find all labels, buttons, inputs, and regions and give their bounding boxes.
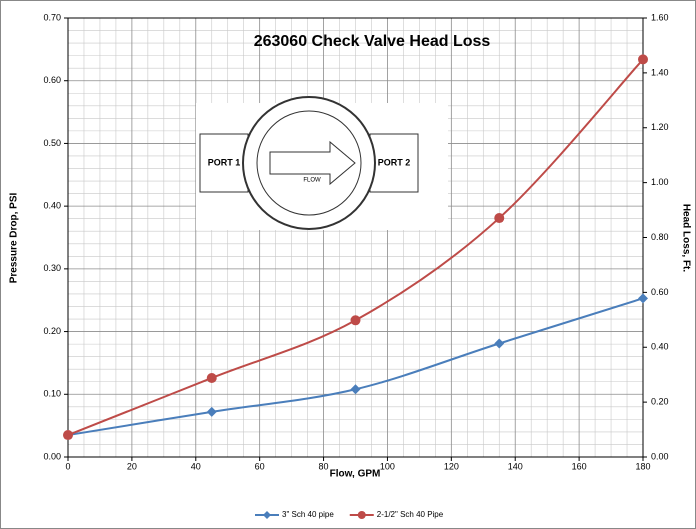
flow-label: FLOW [303,178,321,184]
y-tick-label: 0.20 [43,326,61,336]
y2-axis-label: Head Loss, Ft. [680,204,691,273]
y2-tick-label: 1.60 [651,12,669,22]
y-tick-label: 0.40 [43,201,61,211]
point [207,373,217,383]
legend-marker [358,511,366,519]
point [351,315,361,325]
x-tick-label: 160 [572,461,587,471]
chart-title: 263060 Check Valve Head Loss [254,33,491,50]
legend-label: 2-1/2" Sch 40 Pipe [377,510,444,519]
point [63,430,73,440]
chart-frame [1,1,696,529]
y2-tick-label: 1.40 [651,67,669,77]
point [494,213,504,223]
y-tick-label: 0.30 [43,263,61,273]
y2-tick-label: 0.40 [651,342,669,352]
port-label: PORT 2 [378,157,411,167]
y2-tick-label: 0.00 [651,451,669,461]
x-tick-label: 20 [127,461,137,471]
y-tick-label: 0.70 [43,12,61,22]
x-tick-label: 0 [65,461,70,471]
x-tick-label: 180 [635,461,650,471]
chart: 263060 Check Valve Head Loss Flow, GPM P… [0,0,696,529]
port-label: PORT 1 [208,157,241,167]
x-tick-label: 140 [508,461,523,471]
point [638,54,648,64]
y2-tick-label: 1.20 [651,122,669,132]
y2-tick-label: 0.20 [651,397,669,407]
x-tick-label: 80 [319,461,329,471]
y-tick-label: 0.60 [43,75,61,85]
y-tick-label: 0.50 [43,138,61,148]
x-tick-label: 40 [191,461,201,471]
y2-tick-label: 0.80 [651,232,669,242]
valve-diagram: PORT 1 PORT 2 FLOW [196,97,448,230]
x-tick-label: 120 [444,461,459,471]
x-tick-label: 100 [380,461,395,471]
y-tick-label: 0.00 [43,451,61,461]
y2-tick-label: 1.00 [651,177,669,187]
y-axis-label: Pressure Drop, PSI [9,192,20,283]
legend-label: 3" Sch 40 pipe [282,510,334,519]
y2-tick-label: 0.60 [651,287,669,297]
x-tick-label: 60 [255,461,265,471]
y-tick-label: 0.10 [43,389,61,399]
x-axis-label: Flow, GPM [330,469,381,480]
